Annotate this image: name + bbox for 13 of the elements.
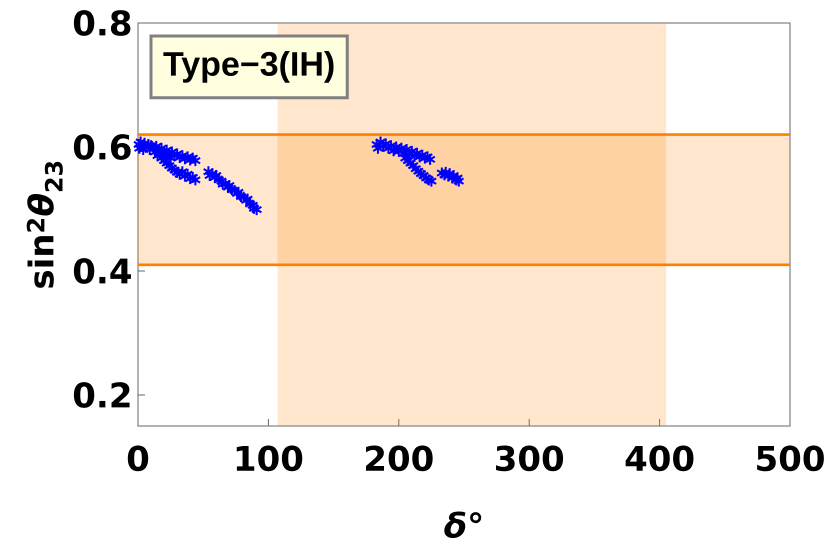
- y-tick-label: 0.6: [74, 134, 131, 160]
- y-tick-label: 0.4: [74, 258, 131, 284]
- y-tick-label: 0.2: [74, 382, 130, 408]
- x-tick-label: 300: [496, 446, 564, 472]
- x-axis-title: δ°: [444, 511, 482, 538]
- x-tick-label: 500: [757, 446, 824, 472]
- x-tick-label: 400: [626, 446, 694, 472]
- y-axis-title: sin$^{2}$θ$_{23}$: [26, 162, 63, 288]
- x-tick-label: 200: [366, 446, 433, 472]
- x-tick-label: 100: [236, 446, 302, 472]
- y-tick-label: 0.8: [74, 10, 130, 36]
- x-tick-label: 0: [128, 446, 148, 472]
- annotation: Type−3(IH): [163, 51, 334, 83]
